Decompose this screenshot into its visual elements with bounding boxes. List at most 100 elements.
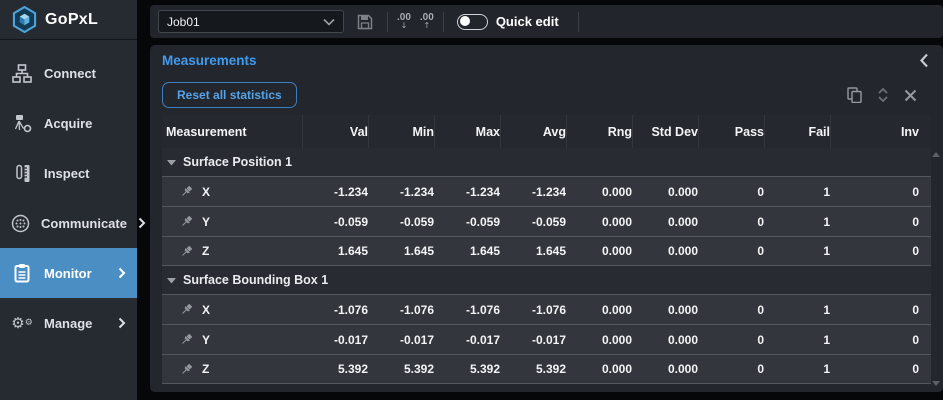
pin-icon[interactable] — [180, 185, 193, 198]
collapse-triangle-icon[interactable] — [167, 277, 176, 284]
cell-pass: 0 — [757, 214, 764, 229]
chevron-down-icon — [323, 18, 335, 26]
pin-icon[interactable] — [180, 303, 193, 316]
sidebar-item-manage[interactable]: ⚙ ⚙ Manage — [0, 298, 137, 348]
cell-fail: 1 — [823, 244, 830, 258]
app-logo: GoPxL — [0, 0, 137, 40]
topbar-divider — [442, 11, 444, 32]
group-name: Surface Bounding Box 1 — [183, 273, 329, 287]
cell-rng: 0.000 — [601, 184, 632, 199]
pin-icon[interactable] — [180, 363, 193, 376]
table-header-row: Measurement Val Min Max Avg Rng Std Dev … — [162, 115, 931, 148]
group-row-surface-position-1[interactable]: Surface Position 1 — [162, 148, 931, 176]
cell-val: -1.076 — [333, 302, 368, 317]
submenu-chevron-icon — [138, 217, 146, 229]
cell-inv: 0 — [912, 362, 919, 376]
sidebar-item-label: Monitor — [44, 265, 92, 281]
cell-max: -1.076 — [465, 302, 500, 317]
job-dropdown-value: Job01 — [167, 14, 200, 29]
table-row-x[interactable]: X -1.076 -1.076 -1.076 -1.076 0.000 0.00… — [162, 294, 931, 324]
cell-inv: 0 — [912, 214, 919, 229]
measurements-table: Measurement Val Min Max Avg Rng Std Dev … — [162, 115, 931, 384]
cell-avg: 5.392 — [535, 362, 566, 376]
inspect-caliper-icon — [11, 164, 33, 183]
cell-avg: -0.059 — [531, 214, 566, 229]
job-dropdown[interactable]: Job01 — [158, 10, 344, 33]
cell-pass: 0 — [757, 362, 764, 376]
cell-pass: 0 — [757, 184, 764, 199]
sidebar-item-monitor[interactable]: Monitor — [0, 248, 137, 298]
pin-icon[interactable] — [180, 215, 193, 228]
column-header-pass: Pass — [698, 115, 764, 148]
app-title: GoPxL — [45, 10, 99, 28]
cell-avg: -1.234 — [531, 184, 566, 199]
column-header-avg: Avg — [500, 115, 566, 148]
scrollbar-up-icon[interactable] — [932, 152, 940, 157]
quick-edit-toggle[interactable] — [456, 13, 488, 30]
scrollbar-down-icon[interactable] — [932, 381, 940, 386]
pin-icon[interactable] — [180, 245, 193, 258]
cell-rng: 0.000 — [601, 244, 632, 258]
quick-edit-label: Quick edit — [495, 14, 559, 29]
collapse-triangle-icon[interactable] — [167, 159, 176, 166]
reset-all-statistics-button[interactable]: Reset all statistics — [162, 82, 297, 108]
cell-stddev: 0.000 — [667, 302, 698, 317]
measurement-group: Surface Bounding Box 1 X -1.076 -1.076 -… — [162, 266, 931, 384]
communicate-globe-icon — [11, 214, 30, 233]
cell-stddev: 0.000 — [667, 244, 698, 258]
cell-min: 1.645 — [403, 244, 434, 258]
cell-avg: -0.017 — [531, 332, 566, 347]
table-row-y[interactable]: Y -0.017 -0.017 -0.017 -0.017 0.000 0.00… — [162, 324, 931, 354]
sidebar-item-label: Manage — [44, 315, 93, 331]
increase-decimal-button[interactable]: .00 ↑ — [420, 13, 434, 30]
column-header-rng: Rng — [566, 115, 632, 148]
increase-decimal-label: .00 — [419, 12, 434, 23]
monitor-clipboard-icon — [11, 263, 33, 283]
cell-min: -1.234 — [399, 184, 434, 199]
table-row-z[interactable]: Z 5.392 5.392 5.392 5.392 0.000 0.000 0 … — [162, 354, 931, 384]
group-row-surface-bounding-box-1[interactable]: Surface Bounding Box 1 — [162, 266, 931, 294]
cell-val: -0.017 — [333, 332, 368, 347]
collapse-panel-chevron-icon[interactable] — [917, 51, 931, 70]
cell-inv: 0 — [912, 332, 919, 347]
expand-collapse-sort-icon[interactable] — [877, 87, 889, 103]
cell-min: -1.076 — [399, 302, 434, 317]
cell-fail: 1 — [823, 362, 830, 376]
panel-toolbar: Reset all statistics — [162, 75, 931, 115]
cell-inv: 0 — [912, 302, 919, 317]
copy-icon[interactable] — [847, 87, 862, 103]
column-header-inv: Inv — [830, 115, 931, 148]
save-job-button[interactable] — [352, 12, 378, 32]
column-header-min: Min — [368, 115, 434, 148]
table-row-x[interactable]: X -1.234 -1.234 -1.234 -1.234 0.000 0.00… — [162, 176, 931, 206]
cell-max: -0.017 — [465, 332, 500, 347]
cell-fail: 1 — [823, 302, 830, 317]
cell-rng: 0.000 — [601, 362, 632, 376]
table-row-y[interactable]: Y -0.059 -0.059 -0.059 -0.059 0.000 0.00… — [162, 206, 931, 236]
sidebar-item-communicate[interactable]: Communicate — [0, 198, 146, 248]
cell-stddev: 0.000 — [667, 332, 698, 347]
panel-titlebar: Measurements — [162, 45, 931, 75]
column-header-max: Max — [434, 115, 500, 148]
column-header-stddev: Std Dev — [632, 115, 698, 148]
cell-rng: 0.000 — [601, 214, 632, 229]
row-label: Y — [202, 214, 211, 229]
arrow-down-icon: ↓ — [400, 21, 408, 30]
sidebar-item-acquire[interactable]: Acquire — [0, 98, 137, 148]
sidebar-item-connect[interactable]: Connect — [0, 48, 137, 98]
column-header-val: Val — [302, 115, 368, 148]
collapse-all-icon[interactable] — [904, 89, 917, 102]
cell-max: -0.059 — [465, 214, 500, 229]
save-floppy-icon — [357, 14, 373, 30]
table-row-z[interactable]: Z 1.645 1.645 1.645 1.645 0.000 0.000 0 … — [162, 236, 931, 266]
cell-val: 1.645 — [337, 244, 368, 258]
sidebar-item-inspect[interactable]: Inspect — [0, 148, 137, 198]
row-label: X — [202, 302, 211, 317]
row-label: Y — [202, 332, 211, 347]
sidebar-item-label: Acquire — [44, 115, 93, 131]
cell-stddev: 0.000 — [667, 184, 698, 199]
pin-icon[interactable] — [180, 333, 193, 346]
sidebar-item-label: Communicate — [41, 215, 127, 231]
submenu-chevron-icon — [118, 267, 126, 279]
decrease-decimal-button[interactable]: .00 ↓ — [397, 13, 411, 30]
